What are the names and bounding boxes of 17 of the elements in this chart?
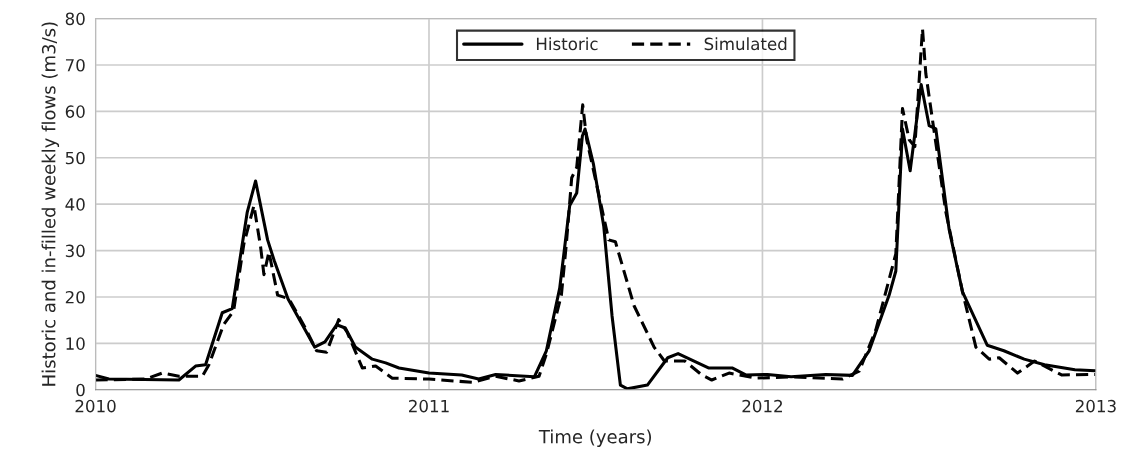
y-tick-label: 60 (65, 105, 85, 118)
x-axis-title: Time (years) (538, 429, 652, 447)
y-tick-label: 50 (65, 151, 85, 165)
y-tick-label: 40 (65, 198, 85, 211)
y-tick-label: 80 (65, 12, 85, 26)
x-tick-label: 2013 (1075, 399, 1116, 413)
y-tick-label: 30 (65, 244, 85, 258)
legend-label: Historic (536, 37, 598, 51)
x-tick-label: 2012 (742, 399, 782, 413)
y-tick-label: 0 (76, 383, 85, 397)
x-tick-label: 2011 (409, 399, 449, 413)
y-axis-title: Historic and in-filled weekly flows (m3/s) (41, 22, 60, 386)
x-tick-label: 2010 (75, 399, 116, 413)
y-tick-label: 70 (65, 58, 85, 72)
legend-label: Simulated (704, 37, 787, 51)
y-tick-label: 20 (65, 290, 85, 304)
y-tick-label: 10 (66, 337, 85, 350)
